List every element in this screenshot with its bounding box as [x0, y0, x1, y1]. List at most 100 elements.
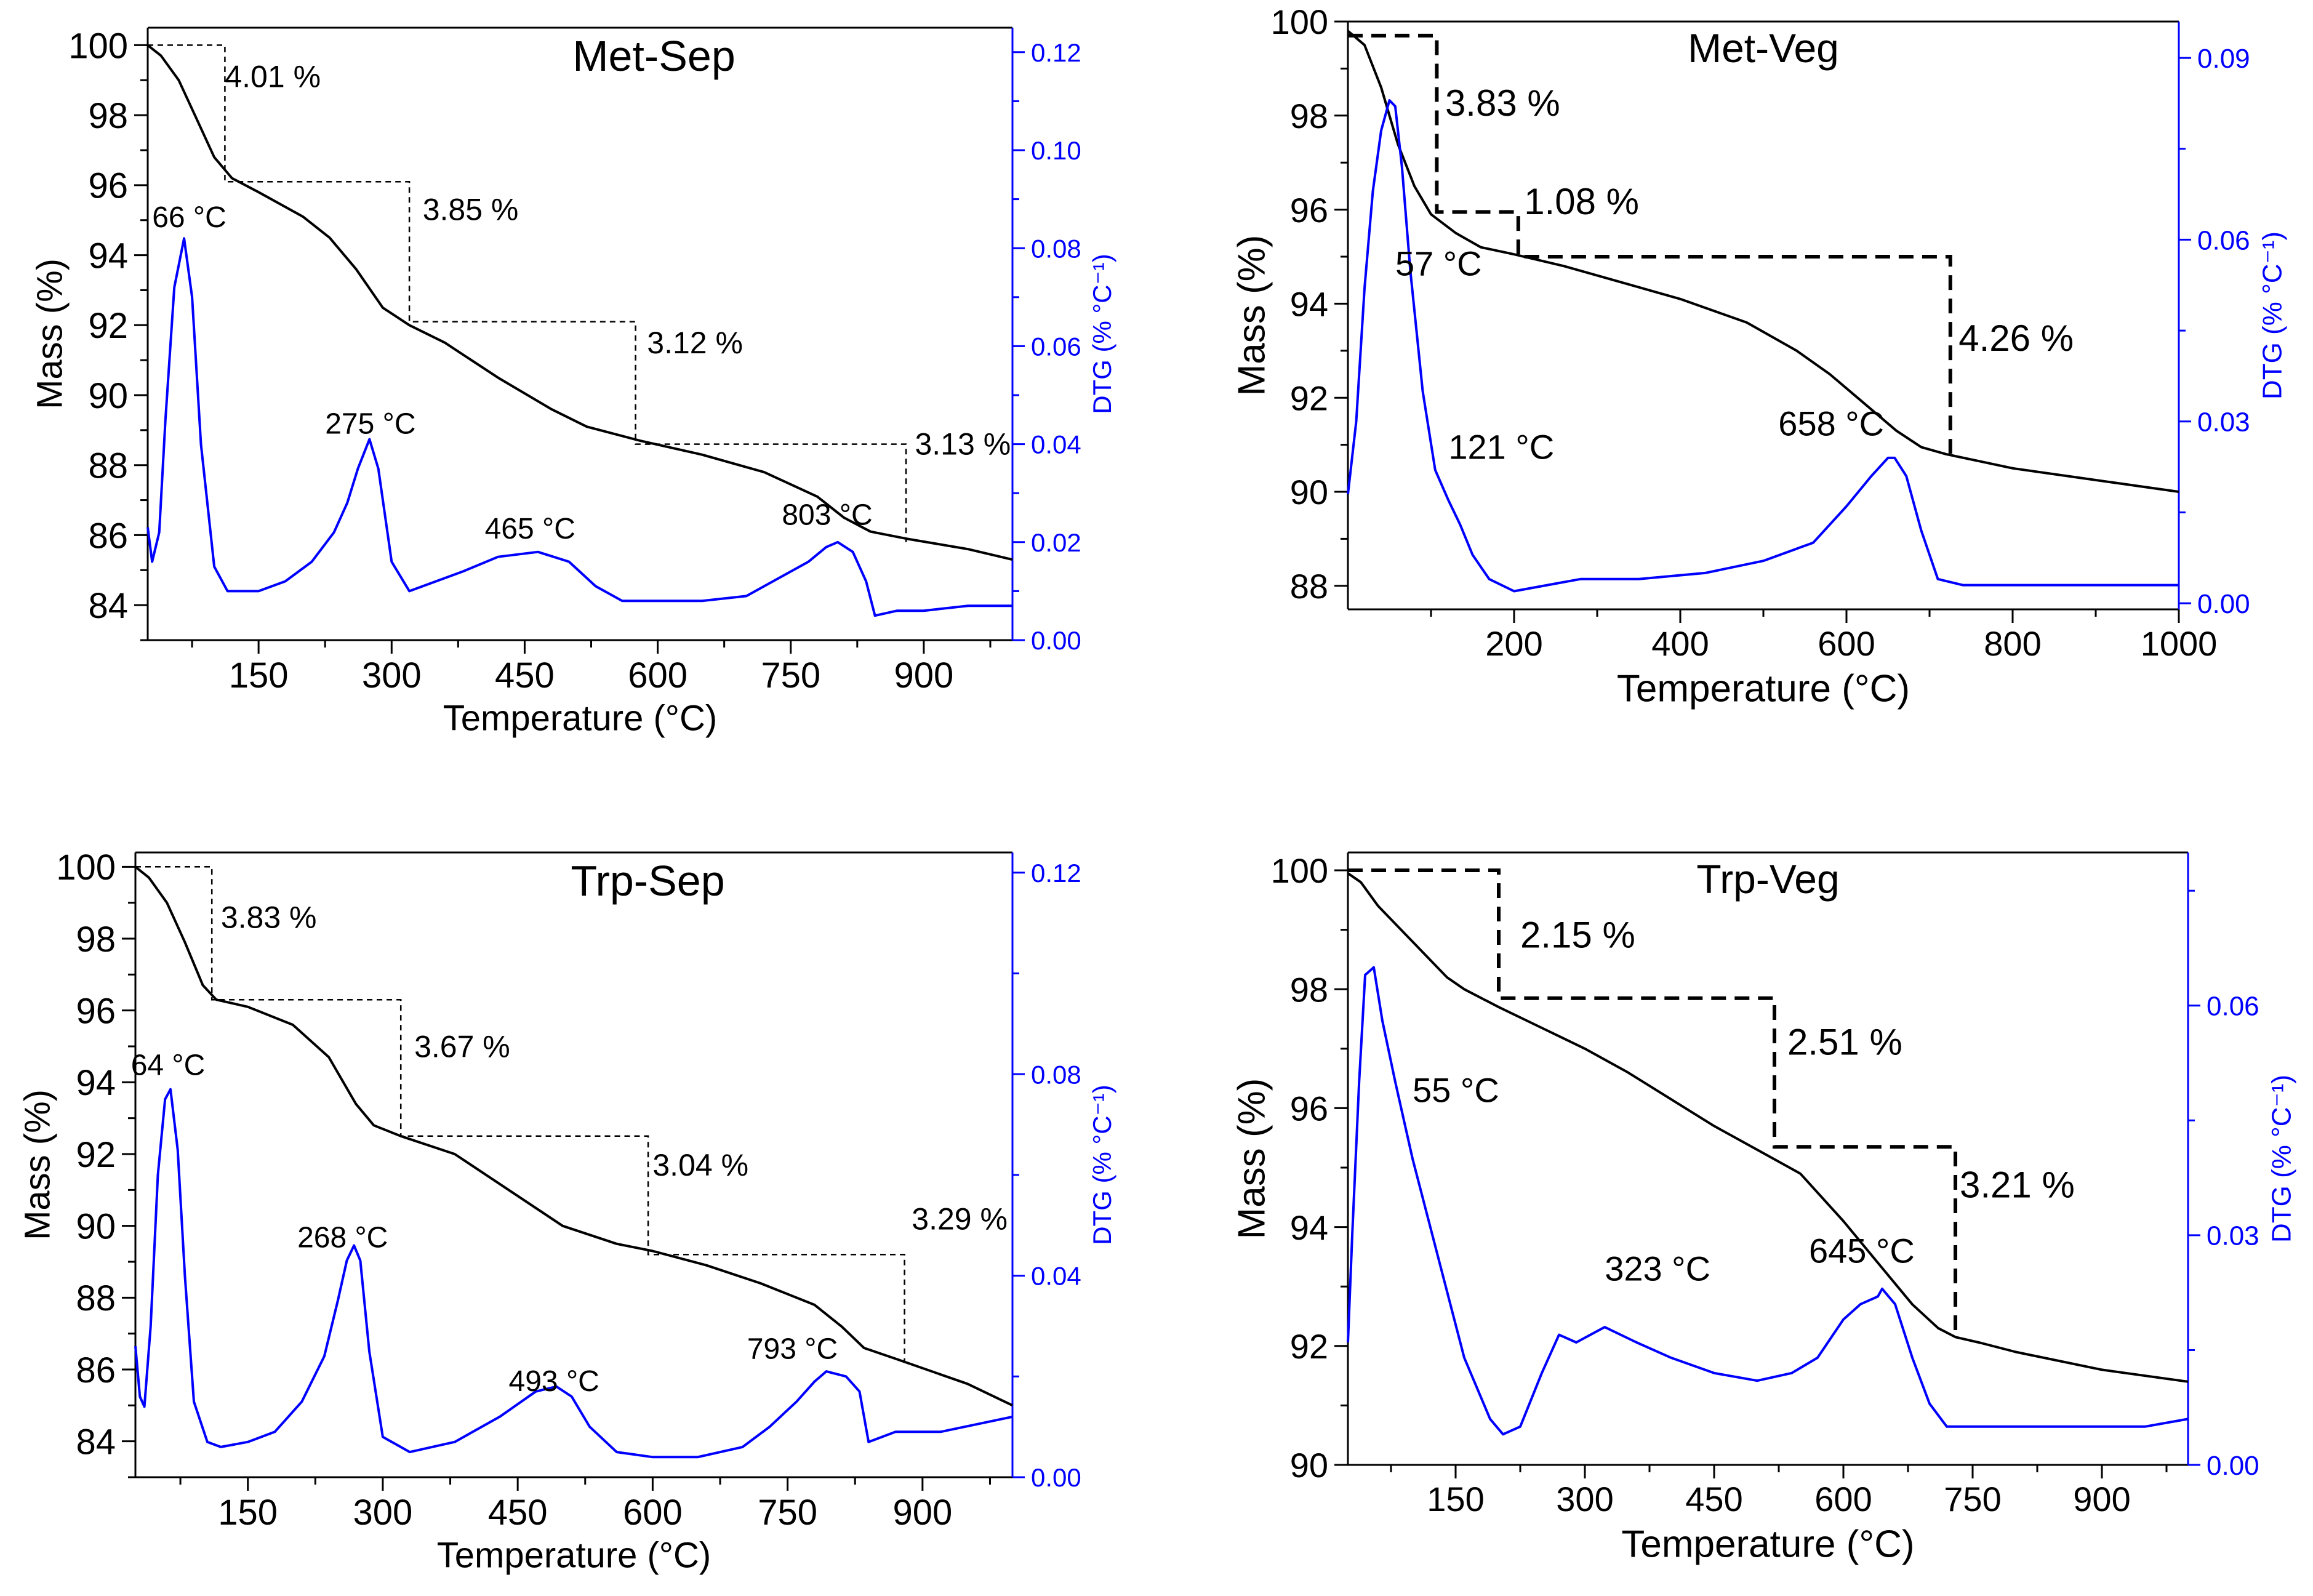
- panel-met-veg: 200 400 600 800 1000 88 90 92 94 96 98 100 0.00 0.03 0…: [1230, 2, 2287, 710]
- c2-peak-label: 493 °C: [509, 1365, 599, 1398]
- c0-y-tick-label: 84: [88, 586, 128, 626]
- c1-y2-tick-label: 0.09: [2197, 44, 2250, 74]
- c3-mass-curve: [1347, 872, 2189, 1383]
- c3-mass-loss-steps: [1348, 868, 1957, 1337]
- c0-dtg-curve: [146, 237, 1012, 617]
- c3-x-tick-label: 150: [1427, 1480, 1484, 1518]
- c2-y-tick-label: 96: [76, 992, 116, 1032]
- c2-y-tick-label: 88: [76, 1278, 116, 1318]
- c0-x-tick-label: 300: [362, 656, 422, 696]
- c2-dtg-curve: [134, 1088, 1013, 1459]
- c0-y2-tick-label: 0.12: [1031, 38, 1081, 67]
- c3-x-axis-title: Temperature (°C): [1621, 1523, 1914, 1565]
- c1-title: Met-Veg: [1688, 25, 1839, 71]
- c1-x-tick-label: 200: [1485, 624, 1542, 663]
- c2-y-tick-label: 98: [76, 920, 116, 960]
- c3-mass-loss-label: 2.15 %: [1520, 915, 1635, 956]
- c0-y2-tick-label: 0.08: [1031, 234, 1081, 263]
- c2-y-tick-label: 86: [76, 1350, 116, 1390]
- c1-x-tick-label: 800: [1984, 624, 2041, 663]
- c3-y-tick-label: 92: [1290, 1327, 1328, 1366]
- c0-y-tick-label: 88: [88, 446, 128, 486]
- c0-peak-label: 803 °C: [782, 499, 872, 531]
- c0-x-tick-label: 900: [894, 656, 954, 696]
- c0-y-tick-label: 94: [88, 236, 128, 276]
- c0-mass-loss-label: 3.12 %: [647, 326, 743, 360]
- c0-y2-tick-label: 0.06: [1031, 332, 1081, 361]
- c3-y2-tick-label: 0.00: [2207, 1451, 2259, 1481]
- c0-x-tick-label: 150: [229, 656, 289, 696]
- c1-mass-curve: [1347, 30, 2179, 493]
- c3-dtg-curve: [1347, 966, 2189, 1436]
- c1-x-tick-label: 1000: [2141, 624, 2218, 663]
- c0-x-tick-label: 750: [761, 656, 820, 696]
- c3-x-tick-label: 600: [1814, 1480, 1872, 1518]
- c3-y2-tick-label: 0.06: [2207, 992, 2259, 1022]
- c0-y-tick-label: 100: [68, 26, 128, 66]
- c1-y2-axis-title: DTG (% °C⁻¹): [2257, 231, 2287, 399]
- c1-mass-loss-label: 4.26 %: [1958, 318, 2074, 359]
- c0-peak-label: 465 °C: [485, 513, 575, 545]
- c2-peak-label: 268 °C: [297, 1222, 388, 1254]
- c0-y-tick-label: 86: [88, 516, 128, 556]
- c1-y2-tick-label: 0.00: [2197, 589, 2250, 619]
- c0-x-tick-label: 600: [628, 656, 687, 696]
- c0-mass-loss-steps: [148, 44, 907, 542]
- c2-mass-loss-label: 3.67 %: [414, 1030, 510, 1064]
- c0-y2-tick-label: 0.00: [1031, 626, 1081, 655]
- c2-x-axis-title: Temperature (°C): [437, 1536, 711, 1576]
- c1-y-tick-label: 96: [1290, 191, 1328, 230]
- c0-y-tick-label: 96: [88, 166, 128, 206]
- c2-mass-loss-label: 3.04 %: [652, 1148, 748, 1182]
- panel-met-sep: 150 300 450 600 750 900 84 86 88 90 92 94 96 98 100 0.0…: [30, 26, 1116, 738]
- c2-y2-tick-label: 0.08: [1031, 1060, 1081, 1089]
- c0-peak-label: 66 °C: [152, 201, 226, 234]
- c2-mass-loss-label: 3.29 %: [912, 1202, 1008, 1237]
- c3-y-tick-label: 100: [1271, 851, 1328, 890]
- c3-y-axis-title: Mass (%): [1230, 1078, 1273, 1240]
- c1-dtg-curve: [1347, 99, 2179, 593]
- c2-y-tick-label: 94: [76, 1063, 116, 1103]
- c0-y-tick-label: 90: [88, 376, 128, 416]
- c3-y-tick-label: 94: [1290, 1208, 1328, 1247]
- c3-mass-loss-label: 2.51 %: [1787, 1021, 1902, 1062]
- c3-y-tick-label: 96: [1290, 1089, 1328, 1128]
- c1-y-tick-label: 100: [1271, 2, 1328, 41]
- c3-x-tick-label: 750: [1944, 1480, 2001, 1518]
- c1-y-tick-label: 98: [1290, 97, 1328, 135]
- c2-title: Trp-Sep: [571, 857, 724, 905]
- c0-y2-tick-label: 0.10: [1031, 136, 1081, 165]
- c3-x-tick-label: 450: [1685, 1480, 1742, 1518]
- c2-mass-loss-steps: [135, 866, 905, 1363]
- c1-y-axis-title: Mass (%): [1230, 235, 1273, 396]
- c1-y2-tick-label: 0.06: [2197, 225, 2250, 255]
- c0-mass-loss-label: 3.13 %: [915, 427, 1011, 462]
- c1-x-axis-title: Temperature (°C): [1617, 667, 1910, 710]
- c2-mass-curve: [134, 865, 1013, 1407]
- c0-mass-loss-label: 4.01 %: [225, 60, 321, 94]
- c2-x-tick-label: 600: [623, 1493, 683, 1533]
- c2-y2-axis-title: DTG (% °C⁻¹): [1088, 1085, 1116, 1245]
- panel-trp-veg: 150 300 450 600 750 900 90 92 94 96 98 100 0.00 0.03 0…: [1230, 851, 2296, 1565]
- c2-peak-label: 64 °C: [131, 1049, 206, 1082]
- c2-y-tick-label: 92: [76, 1135, 116, 1175]
- c2-y-axis-title: Mass (%): [18, 1089, 58, 1240]
- c3-peak-label: 323 °C: [1605, 1249, 1710, 1288]
- c0-y2-tick-label: 0.02: [1031, 528, 1081, 557]
- c0-y-tick-label: 92: [88, 306, 128, 346]
- c3-y-tick-label: 90: [1290, 1446, 1328, 1485]
- c1-peak-label: 57 °C: [1395, 244, 1482, 283]
- c2-x-tick-label: 450: [488, 1493, 548, 1533]
- c1-peak-label: 658 °C: [1778, 404, 1884, 443]
- c1-x-tick-label: 400: [1651, 624, 1709, 663]
- c3-x-tick-label: 900: [2073, 1480, 2130, 1518]
- c3-peak-label: 55 °C: [1413, 1071, 1499, 1110]
- c1-y2-tick-label: 0.03: [2197, 407, 2250, 438]
- c2-peak-label: 793 °C: [747, 1333, 838, 1366]
- c0-y2-tick-label: 0.04: [1031, 430, 1081, 459]
- c0-peak-label: 275 °C: [325, 408, 415, 441]
- c2-y2-tick-label: 0.00: [1031, 1463, 1081, 1492]
- panel-trp-sep: 150 300 450 600 750 900 84 86 88 90 92 94 96 98 100 0.0…: [18, 848, 1116, 1576]
- c1-y-tick-label: 90: [1290, 473, 1328, 511]
